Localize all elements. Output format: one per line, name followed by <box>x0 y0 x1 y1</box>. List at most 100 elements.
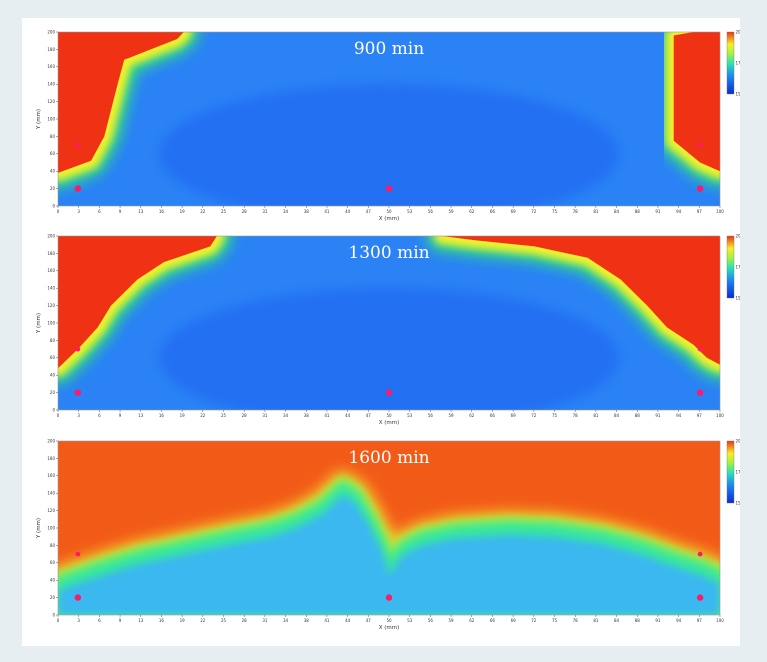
x-tick-label: 28 <box>242 413 248 418</box>
y-tick-label: 80 <box>50 338 56 343</box>
heatmap-panel-1600: 0 3 6 9 13 16 19 22 25 28 31 34 38 41 44 47 50 53 56 59 62 66… <box>22 439 740 639</box>
x-tick-label: 38 <box>304 618 310 623</box>
x-tick-label: 16 <box>159 618 165 623</box>
x-tick-label: 59 <box>449 209 455 214</box>
y-tick-label: 0 <box>52 612 55 617</box>
hot-left-band-2 <box>58 236 217 369</box>
x-tick-label: 44 <box>345 618 351 623</box>
x-tick-label: 9 <box>119 618 122 623</box>
y-axis-label: Y (mm) <box>36 518 42 539</box>
colorbar <box>726 235 735 299</box>
figure-sheet: 0 3 6 9 13 16 19 22 25 28 31 34 38 41 44 47 50 53 56 59 62 66… <box>22 18 740 646</box>
hot-right-band-2 <box>442 236 720 365</box>
y-tick-label: 100 <box>47 320 55 325</box>
x-tick-label: 0 <box>57 209 60 214</box>
x-tick-label: 31 <box>262 413 268 418</box>
y-tick-label: 100 <box>47 525 55 530</box>
y-tick-label: 0 <box>52 203 55 208</box>
y-tick-label: 180 <box>47 47 55 52</box>
colorbar-tick-label: 200.00 <box>736 439 741 443</box>
x-tick-label: 97 <box>697 618 703 623</box>
x-tick-label: 100 <box>716 618 724 623</box>
x-tick-label: 0 <box>57 413 60 418</box>
x-tick-label: 81 <box>593 209 599 214</box>
x-tick-label: 78 <box>573 209 579 214</box>
y-tick-label: 200 <box>47 234 55 238</box>
heatmap-field <box>58 441 720 615</box>
x-tick-label: 84 <box>614 413 620 418</box>
heatmap-field <box>58 32 720 206</box>
x-tick-label: 53 <box>407 209 413 214</box>
x-tick-label: 31 <box>262 618 268 623</box>
x-tick-label: 13 <box>138 618 144 623</box>
y-tick-label: 20 <box>50 595 56 600</box>
x-axis-label: X (mm) <box>379 216 400 222</box>
x-tick-label: 3 <box>77 209 80 214</box>
sensor-point <box>74 594 82 601</box>
y-tick-label: 60 <box>50 151 56 156</box>
y-tick-label: 20 <box>50 186 56 191</box>
sensor-point <box>696 185 704 192</box>
x-tick-label: 75 <box>552 618 558 623</box>
x-tick-label: 47 <box>366 209 372 214</box>
y-tick-label: 40 <box>50 169 56 174</box>
x-tick-label: 94 <box>676 209 682 214</box>
sensor-point <box>75 346 81 352</box>
x-tick-label: 19 <box>180 413 186 418</box>
x-tick-label: 72 <box>531 618 537 623</box>
hot-right-band-2 <box>673 32 720 172</box>
colorbar-tick-label: 175.00 <box>736 469 741 474</box>
panel-title: 900 min <box>354 39 424 59</box>
x-tick-label: 41 <box>324 209 330 214</box>
y-tick-label: 60 <box>50 355 56 360</box>
x-tick-label: 9 <box>119 413 122 418</box>
y-tick-label: 40 <box>50 578 56 583</box>
y-tick-label: 120 <box>47 508 55 513</box>
x-tick-label: 91 <box>655 209 661 214</box>
x-tick-label: 84 <box>614 209 620 214</box>
sensor-point <box>385 185 393 192</box>
cold-core <box>58 494 720 615</box>
x-tick-label: 97 <box>697 413 703 418</box>
y-tick-label: 140 <box>47 286 55 291</box>
x-tick-label: 25 <box>221 413 227 418</box>
x-tick-label: 91 <box>655 413 661 418</box>
x-tick-label: 56 <box>428 618 434 623</box>
x-tick-label: 0 <box>57 618 60 623</box>
x-tick-label: 75 <box>552 209 558 214</box>
x-tick-label: 19 <box>180 209 186 214</box>
y-tick-label: 120 <box>47 303 55 308</box>
heatmap-svg: 0 3 6 9 13 16 19 22 25 28 31 34 38 41 44 47 50 53 56 59 62 66… <box>36 439 741 631</box>
sensor-point <box>697 142 703 148</box>
heatmap-field <box>58 236 720 410</box>
x-tick-label: 66 <box>490 209 496 214</box>
x-tick-label: 34 <box>283 413 289 418</box>
x-tick-label: 59 <box>449 413 455 418</box>
x-tick-label: 91 <box>655 618 661 623</box>
sensor-point <box>697 551 703 557</box>
panel-title: 1300 min <box>348 243 429 263</box>
x-tick-label: 50 <box>386 413 392 418</box>
y-tick-label: 60 <box>50 560 56 565</box>
x-tick-label: 25 <box>221 618 227 623</box>
x-tick-label: 28 <box>242 618 248 623</box>
x-tick-label: 66 <box>490 618 496 623</box>
sensor-point <box>75 142 81 148</box>
y-tick-label: 100 <box>47 116 55 121</box>
y-axis-label: Y (mm) <box>36 109 42 130</box>
x-tick-label: 84 <box>614 618 620 623</box>
x-tick-label: 44 <box>345 209 351 214</box>
x-tick-label: 34 <box>283 209 289 214</box>
heatmap-svg: 0 3 6 9 13 16 19 22 25 28 31 34 38 41 44 47 50 53 56 59 62 66… <box>36 30 740 222</box>
x-tick-label: 34 <box>283 618 289 623</box>
field-core <box>159 287 619 410</box>
x-tick-label: 88 <box>635 618 641 623</box>
x-tick-label: 62 <box>469 413 475 418</box>
x-tick-label: 6 <box>98 209 101 214</box>
x-tick-label: 88 <box>635 413 641 418</box>
x-tick-label: 56 <box>428 413 434 418</box>
x-tick-label: 53 <box>407 413 413 418</box>
sensor-point <box>697 346 703 352</box>
x-tick-label: 3 <box>77 618 80 623</box>
y-tick-label: 120 <box>47 99 55 104</box>
